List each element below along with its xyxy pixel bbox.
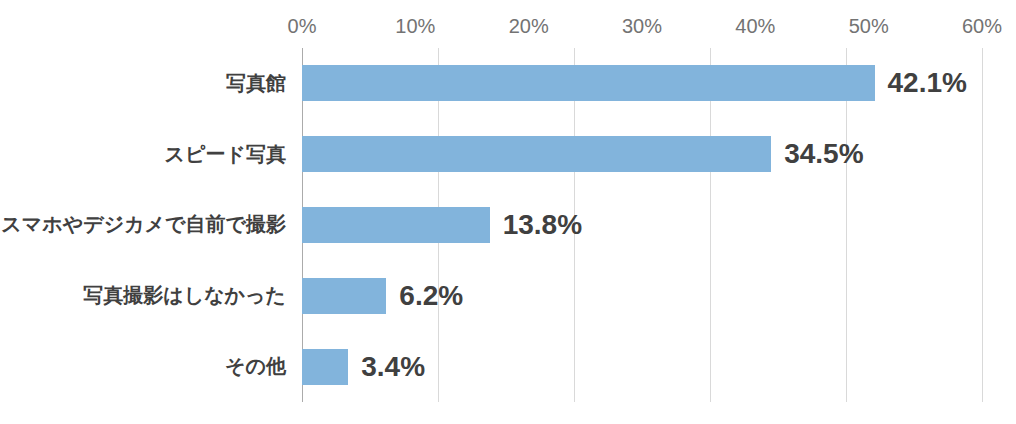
value-label: 34.5% <box>784 138 863 170</box>
bar <box>302 349 348 385</box>
x-tick-label: 50% <box>849 12 889 40</box>
chart-row: 42.1% <box>302 48 982 119</box>
x-axis: 0%10%20%30%40%50%60% <box>302 12 982 40</box>
gridline <box>982 48 983 402</box>
category-label: スピード写真 <box>0 119 286 190</box>
plot-area: 42.1% 34.5% 13.8% 6.2% 3.4% <box>302 48 982 402</box>
bar <box>302 278 386 314</box>
value-label: 42.1% <box>888 67 967 99</box>
chart-row: 34.5% <box>302 119 982 190</box>
bar <box>302 207 490 243</box>
value-label: 13.8% <box>503 209 582 241</box>
x-tick-label: 30% <box>622 12 662 40</box>
x-tick-label: 60% <box>962 12 1002 40</box>
category-label: 写真撮影はしなかった <box>0 260 286 331</box>
x-tick-label: 40% <box>735 12 775 40</box>
x-tick-label: 20% <box>509 12 549 40</box>
bar-rows: 42.1% 34.5% 13.8% 6.2% 3.4% <box>302 48 982 402</box>
value-label: 3.4% <box>361 351 425 383</box>
category-label: その他 <box>0 331 286 402</box>
chart-row: 6.2% <box>302 260 982 331</box>
bar <box>302 136 771 172</box>
bar <box>302 65 875 101</box>
x-tick-label: 10% <box>395 12 435 40</box>
x-tick-label: 0% <box>288 12 317 40</box>
category-label: スマホやデジカメで自前で撮影 <box>0 190 286 261</box>
category-labels: 写真館スピード写真スマホやデジカメで自前で撮影写真撮影はしなかったその他 <box>0 48 286 402</box>
chart-row: 3.4% <box>302 331 982 402</box>
bar-chart: 0% 10% 20% 30% 40% 50% 60% 42.1% 34.5% 13.8% 6.2%… <box>0 0 1016 424</box>
value-label: 6.2% <box>399 280 463 312</box>
chart-row: 13.8% <box>302 190 982 261</box>
category-label: 写真館 <box>0 48 286 119</box>
